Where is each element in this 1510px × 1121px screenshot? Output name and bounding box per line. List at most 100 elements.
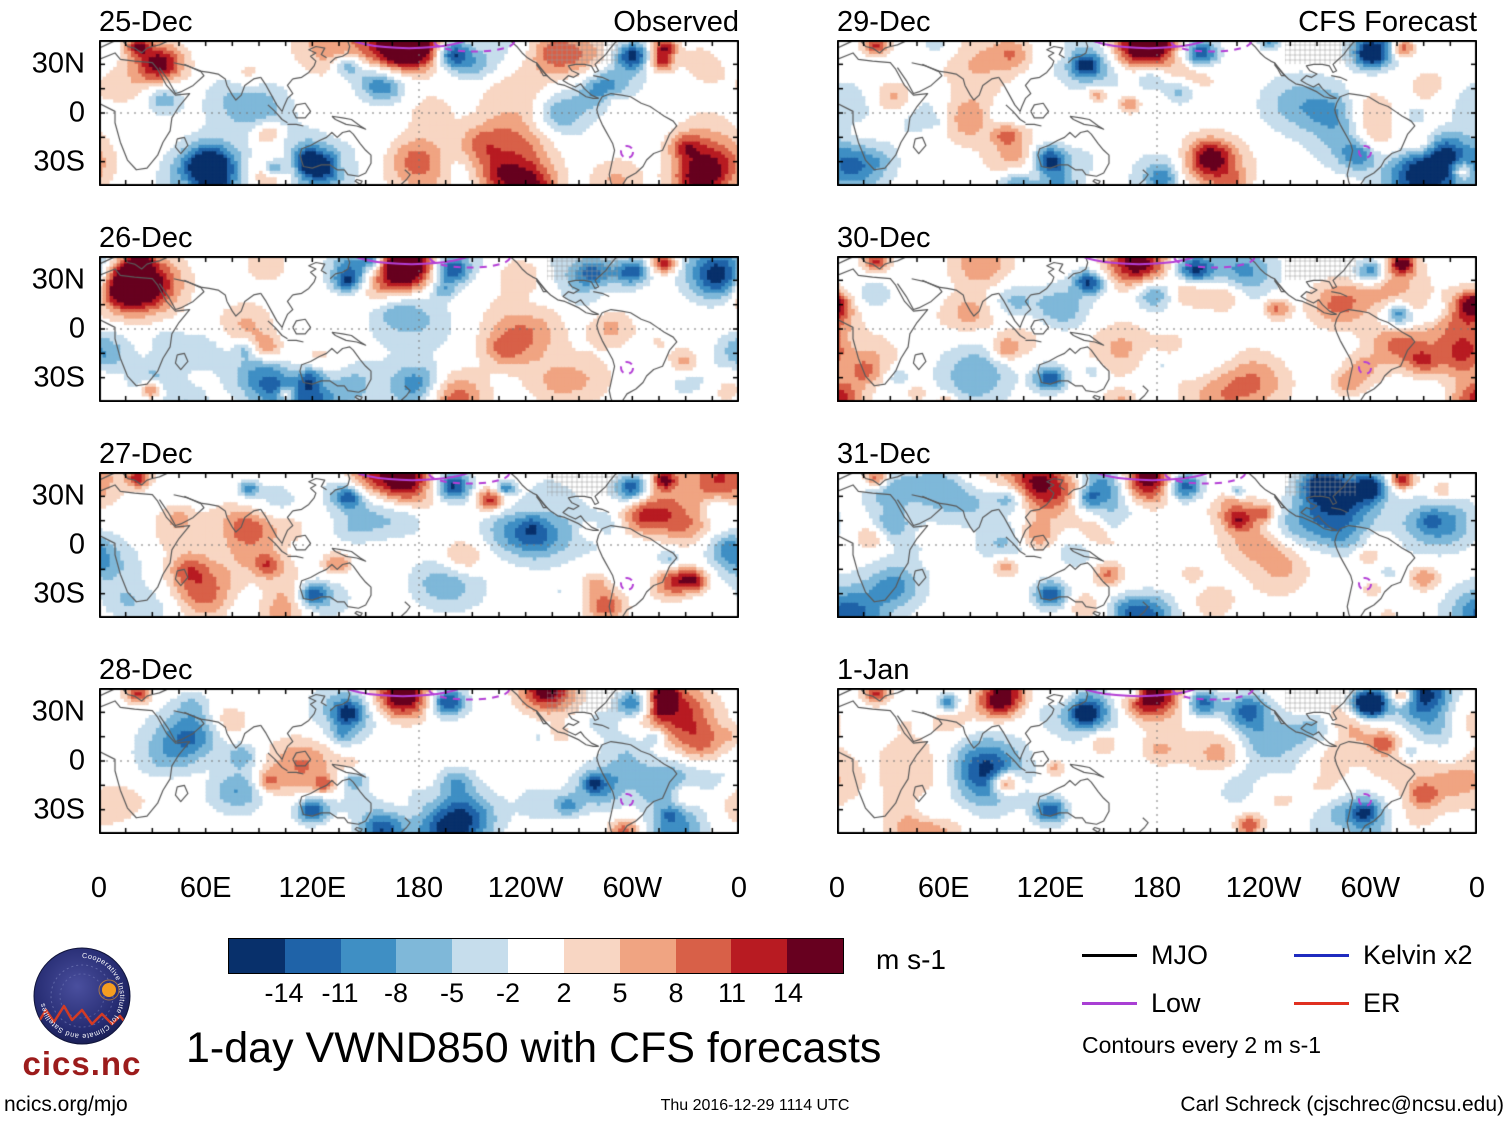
colorbar-units: m s-1 <box>876 944 946 975</box>
colorbar-tick: -14 <box>264 978 304 1008</box>
footer-url: ncics.org/mjo <box>4 1093 128 1116</box>
y-axis-labels: 30N 0 30S <box>0 218 99 402</box>
colorbar-segment <box>229 939 285 973</box>
y-tick-equator: 0 <box>68 528 85 561</box>
footer-timestamp: Thu 2016-12-29 1114 UTC <box>660 1097 850 1114</box>
x-axis-left: 0 60E 120E 180 120W 60W 0 <box>91 866 747 908</box>
x-tick: 60W <box>1340 872 1401 904</box>
map-canvas-26-dec <box>99 256 739 402</box>
y-tick-30s: 30S <box>33 577 85 610</box>
panel-date: 25-Dec <box>99 6 193 38</box>
panel-date: 29-Dec <box>837 6 931 38</box>
column-header-cfs-forecast: CFS Forecast <box>1298 6 1477 38</box>
colorbar-segment <box>508 939 564 973</box>
legend-label: Kelvin x2 <box>1363 939 1473 970</box>
map-canvas-28-dec <box>99 688 739 834</box>
y-tick-equator: 0 <box>68 744 85 777</box>
y-axis-labels: 30N 0 30S <box>0 650 99 834</box>
panel-row-30-dec: 30-Dec <box>837 218 1477 402</box>
colorbar-tick: 5 <box>612 978 628 1008</box>
panel-row-27-dec: 30N 0 30S 27-Dec <box>0 434 739 618</box>
map-canvas-25-dec <box>99 40 739 186</box>
x-tick: 180 <box>394 872 444 904</box>
x-tick: 0 <box>1468 872 1486 904</box>
map-canvas-29-dec <box>837 40 1477 186</box>
panel-row-29-dec: 29-Dec CFS Forecast <box>837 2 1477 186</box>
colorbar-segment <box>340 939 397 973</box>
colorbar-tick: 8 <box>668 978 684 1008</box>
colorbar-ticks: -14 -11 -8 -5 -2 2 5 8 11 14 <box>228 974 844 1008</box>
logo-wordmark: cics.nc <box>22 1045 142 1082</box>
figure-title: 1-day VWND850 with CFS forecasts <box>186 1024 882 1072</box>
colorbar-segment <box>284 939 341 973</box>
y-tick-30n: 30N <box>31 479 85 512</box>
colorbar-tick: -11 <box>321 978 359 1008</box>
y-axis-labels: 30N 0 30S <box>0 434 99 618</box>
er-line-swatch <box>1294 1001 1349 1005</box>
map-canvas-30-dec <box>837 256 1477 402</box>
colorbar-segment <box>619 939 676 973</box>
x-tick: 0 <box>730 872 748 904</box>
observed-column: 30N 0 30S 25-Dec Observed 30N 0 30S 26-D… <box>0 2 747 908</box>
legend-label: ER <box>1363 987 1401 1018</box>
legend-item-low: Low <box>1082 988 1294 1018</box>
map-canvas-1-jan <box>837 688 1477 834</box>
legend-item-mjo: MJO <box>1082 940 1294 970</box>
legend-item-kelvin: Kelvin x2 <box>1294 940 1510 970</box>
contour-interval-note: Contours every 2 m s-1 <box>1082 1032 1322 1058</box>
x-tick: 120W <box>1225 872 1302 904</box>
panel-row-31-dec: 31-Dec <box>837 434 1477 618</box>
x-tick: 120W <box>487 872 564 904</box>
panel-date: 30-Dec <box>837 222 931 254</box>
legend-label: MJO <box>1151 939 1208 970</box>
colorbar: -14 -11 -8 -5 -2 2 5 8 11 14 <box>228 938 844 1008</box>
footer-credit: Carl Schreck (cjschrec@ncsu.edu) <box>1180 1093 1504 1116</box>
y-tick-30s: 30S <box>33 145 85 178</box>
column-header-observed: Observed <box>613 6 739 38</box>
kelvin-line-swatch <box>1294 953 1349 957</box>
x-tick: 180 <box>1132 872 1182 904</box>
y-tick-30n: 30N <box>31 47 85 80</box>
colorbar-segment <box>563 939 620 973</box>
forecast-column: 29-Dec CFS Forecast 30-Dec 31-Dec 1- <box>829 2 1485 908</box>
panel-row-26-dec: 30N 0 30S 26-Dec <box>0 218 739 402</box>
y-tick-30n: 30N <box>31 263 85 296</box>
y-axis-labels: 30N 0 30S <box>0 2 99 186</box>
cics-logo: Cooperative Institute for Climate and Sa… <box>6 944 158 1083</box>
legend: MJO Kelvin x2 Low ER Contours every 2 m … <box>1082 940 1510 1059</box>
legend-label: Low <box>1151 987 1201 1018</box>
colorbar-tick: -5 <box>439 978 465 1008</box>
colorbar-tick: 11 <box>717 978 746 1008</box>
panel-row-28-dec: 30N 0 30S 28-Dec <box>0 650 739 834</box>
x-axis-right: 0 60E 120E 180 120W 60W 0 <box>829 866 1485 908</box>
x-tick: 0 <box>90 872 108 904</box>
colorbar-tick: -2 <box>495 978 521 1008</box>
legend-item-er: ER <box>1294 988 1510 1018</box>
colorbar-tick: 14 <box>772 978 804 1008</box>
colorbar-swatches <box>228 938 844 974</box>
map-canvas-27-dec <box>99 472 739 618</box>
cics-logo-emblem: Cooperative Institute for Climate and Sa… <box>33 947 131 1045</box>
y-tick-30s: 30S <box>33 793 85 826</box>
y-tick-equator: 0 <box>68 96 85 129</box>
x-tick: 60E <box>179 872 232 904</box>
colorbar-segment <box>675 939 732 973</box>
colorbar-tick: 2 <box>556 978 572 1008</box>
x-tick: 120E <box>1016 872 1085 904</box>
colorbar-segment <box>787 939 843 973</box>
y-tick-equator: 0 <box>68 312 85 345</box>
colorbar-segment <box>731 939 788 973</box>
map-canvas-31-dec <box>837 472 1477 618</box>
mjo-line-swatch <box>1082 953 1137 957</box>
y-tick-30s: 30S <box>33 361 85 394</box>
panel-date: 28-Dec <box>99 654 193 686</box>
panel-date: 26-Dec <box>99 222 193 254</box>
low-line-swatch <box>1082 1001 1137 1005</box>
panel-date: 31-Dec <box>837 438 931 470</box>
panel-row-1-jan: 1-Jan <box>837 650 1477 834</box>
x-tick: 0 <box>828 872 846 904</box>
colorbar-tick: -8 <box>383 978 409 1008</box>
y-tick-30n: 30N <box>31 695 85 728</box>
panel-date: 27-Dec <box>99 438 193 470</box>
colorbar-segment <box>452 939 509 973</box>
